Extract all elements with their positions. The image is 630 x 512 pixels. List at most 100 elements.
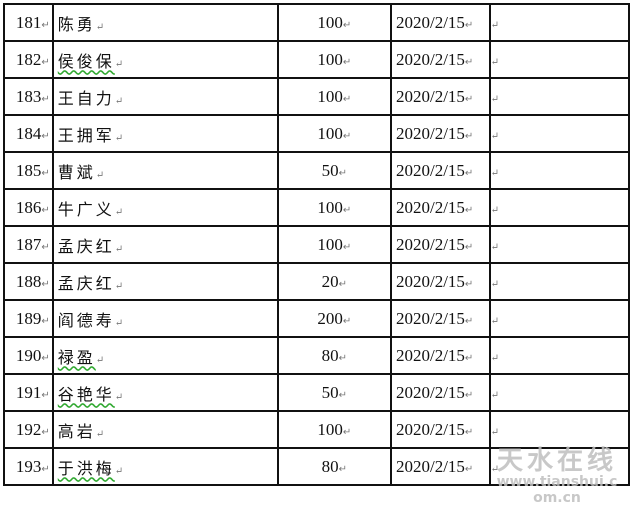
blank-cell: ↵ [488,225,630,264]
amount-text: 100 [317,123,343,143]
amount-text: 200 [317,308,343,328]
date-text: 2020/2/15 [395,12,465,32]
paragraph-mark-icon: ↵ [95,428,105,440]
paragraph-mark-icon: ↵ [95,169,105,181]
paragraph-mark-icon: ↵ [342,241,352,253]
date: 2020/2/15↵ [389,40,491,79]
paragraph-mark-icon: ↵ [464,19,474,31]
paragraph-mark-icon: ↵ [41,93,50,105]
blank-cell: ↵ [488,410,630,449]
amount-text: 100 [317,49,343,69]
paragraph-mark-icon: ↵ [490,464,500,475]
paragraph-mark-icon: ↵ [41,130,50,142]
paragraph-mark-icon: ↵ [464,130,474,142]
paragraph-mark-icon: ↵ [338,463,347,475]
donor-name: 高岩↵ [51,410,279,449]
donor-name-text: 于洪梅 [57,458,115,478]
row-number-text: 189 [15,308,42,328]
donor-name-text: 侯俊保 [57,51,115,71]
donor-name: 王拥军↵ [51,114,279,153]
amount-text: 50 [321,160,339,180]
paragraph-mark-icon: ↵ [338,352,347,364]
donor-name: 牛广义↵ [51,188,279,227]
blank-cell: ↵ [488,336,630,375]
blank-cell: ↵ [488,262,630,301]
table-row: 192↵ 高岩↵ 100↵ 2020/2/15↵ ↵ [3,410,630,449]
table-row: 188↵ 孟庆红↵ 20↵ 2020/2/15↵ ↵ [3,262,630,301]
donor-name-text: 王拥军 [57,125,115,145]
paragraph-mark-icon: ↵ [464,278,474,290]
row-number: 182↵ [3,40,54,79]
paragraph-mark-icon: ↵ [41,389,50,401]
blank-cell: ↵ [488,188,630,227]
paragraph-mark-icon: ↵ [490,353,500,364]
paragraph-mark-icon: ↵ [464,167,474,179]
donor-name: 阎德寿↵ [51,299,279,338]
paragraph-mark-icon: ↵ [41,19,50,31]
row-number-text: 184 [15,123,42,143]
paragraph-mark-icon: ↵ [342,204,352,216]
amount: 50↵ [276,373,392,412]
paragraph-mark-icon: ↵ [490,94,500,105]
donor-name-text: 曹斌 [57,162,96,182]
paragraph-mark-icon: ↵ [95,354,105,366]
blank-cell: ↵ [488,373,630,412]
row-number-text: 188 [15,271,42,291]
amount-text: 20 [321,271,339,291]
table-row: 186↵ 牛广义↵ 100↵ 2020/2/15↵ ↵ [3,188,630,227]
paragraph-mark-icon: ↵ [114,280,124,292]
blank-cell: ↵ [488,40,630,79]
table-row: 187↵ 孟庆红↵ 100↵ 2020/2/15↵ ↵ [3,225,630,264]
blank-cell: ↵ [488,77,630,116]
paragraph-mark-icon: ↵ [114,243,124,255]
date-text: 2020/2/15 [395,234,465,254]
table-row: 184↵ 王拥军↵ 100↵ 2020/2/15↵ ↵ [3,114,630,153]
row-number-text: 193 [15,456,42,476]
donor-name: 禄盈↵ [51,336,279,375]
row-number: 185↵ [3,151,54,190]
row-number-text: 186 [15,197,42,217]
amount-text: 50 [321,382,339,402]
date: 2020/2/15↵ [389,3,491,42]
date: 2020/2/15↵ [389,336,491,375]
row-number: 190↵ [3,336,54,375]
date: 2020/2/15↵ [389,114,491,153]
paragraph-mark-icon: ↵ [464,56,474,68]
date-text: 2020/2/15 [395,86,465,106]
row-number-text: 187 [15,234,42,254]
row-number: 192↵ [3,410,54,449]
paragraph-mark-icon: ↵ [338,389,347,401]
row-number: 184↵ [3,114,54,153]
amount: 80↵ [276,336,392,375]
paragraph-mark-icon: ↵ [490,131,500,142]
table-row: 183↵ 王自力↵ 100↵ 2020/2/15↵ ↵ [3,77,630,116]
paragraph-mark-icon: ↵ [114,58,124,70]
donor-name-text: 陈勇 [57,14,96,34]
amount-text: 100 [317,12,343,32]
row-number-text: 183 [15,86,42,106]
date-text: 2020/2/15 [395,456,465,476]
donor-name-text: 王自力 [57,88,115,108]
paragraph-mark-icon: ↵ [464,352,474,364]
paragraph-mark-icon: ↵ [490,205,500,216]
paragraph-mark-icon: ↵ [342,19,352,31]
watermark: 天水在线 www.tianshui.com.cn [492,447,622,506]
date-text: 2020/2/15 [395,345,465,365]
row-number-text: 192 [15,419,42,439]
date-text: 2020/2/15 [395,123,465,143]
date-text: 2020/2/15 [395,160,465,180]
date-text: 2020/2/15 [395,49,465,69]
amount: 80↵ [276,447,392,486]
paragraph-mark-icon: ↵ [41,463,50,475]
paragraph-mark-icon: ↵ [342,426,352,438]
amount: 100↵ [276,3,392,42]
donor-name: 曹斌↵ [51,151,279,190]
row-number-text: 181 [15,12,42,32]
row-number: 187↵ [3,225,54,264]
paragraph-mark-icon: ↵ [490,168,500,179]
amount: 100↵ [276,114,392,153]
amount: 100↵ [276,188,392,227]
paragraph-mark-icon: ↵ [114,317,124,329]
donor-name-text: 牛广义 [57,199,115,219]
row-number: 181↵ [3,3,54,42]
